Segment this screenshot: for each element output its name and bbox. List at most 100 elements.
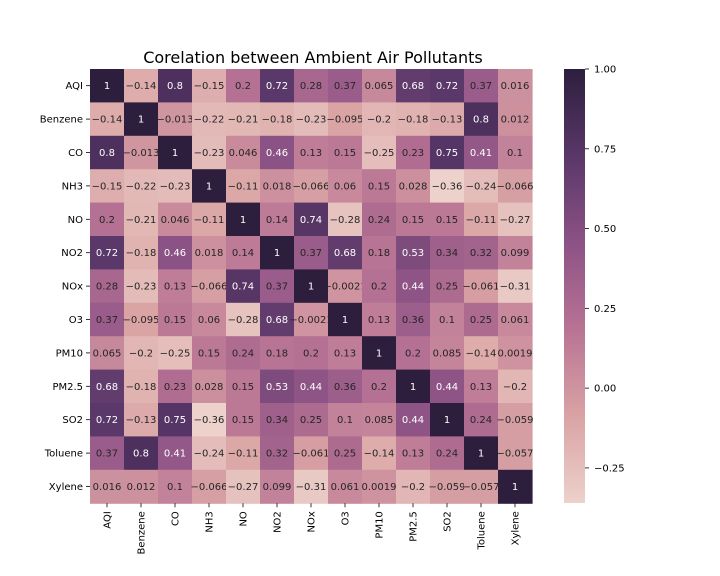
cell-value-label: 0.15 bbox=[232, 382, 254, 393]
cell-value-label: −0.25 bbox=[364, 148, 395, 159]
cell-value-label: 0.061 bbox=[331, 482, 360, 493]
heatmap-cell bbox=[396, 302, 431, 337]
cell-value-label: 1 bbox=[444, 415, 450, 426]
cell-value-label: 0.72 bbox=[96, 415, 118, 426]
cell-value-label: −0.0021 bbox=[289, 315, 332, 326]
cell-value-label: 0.012 bbox=[501, 115, 530, 126]
heatmap-cell bbox=[158, 202, 193, 237]
cell-value-label: −0.36 bbox=[432, 181, 463, 192]
heatmap-cell bbox=[464, 102, 499, 137]
cell-value-label: −0.23 bbox=[296, 115, 327, 126]
heatmap-cell bbox=[226, 169, 261, 204]
cell-value-label: −0.057 bbox=[496, 449, 533, 460]
heatmap-cell bbox=[294, 369, 329, 404]
heatmap-cell bbox=[90, 403, 125, 437]
x-tick-label: O3 bbox=[341, 511, 352, 525]
heatmap-cell bbox=[124, 135, 159, 170]
cell-value-label: 0.085 bbox=[433, 348, 462, 359]
heatmap-cell bbox=[498, 436, 533, 471]
heatmap-cell bbox=[498, 102, 533, 137]
y-tick-label: AQI bbox=[66, 81, 84, 92]
heatmap-cell bbox=[396, 135, 431, 170]
colorbar-tick-label: 0.00 bbox=[594, 384, 616, 395]
cell-value-label: −0.27 bbox=[500, 215, 531, 226]
cell-value-label: 0.099 bbox=[263, 482, 292, 493]
cell-value-label: −0.061 bbox=[462, 282, 499, 293]
heatmap-cell bbox=[396, 202, 431, 237]
heatmap-cell bbox=[226, 403, 261, 437]
heatmap-cell bbox=[430, 69, 465, 103]
cell-value-label: 0.15 bbox=[402, 215, 424, 226]
cell-value-label: −0.28 bbox=[228, 315, 259, 326]
heatmap-cell bbox=[430, 369, 465, 404]
heatmap-cell bbox=[260, 436, 295, 471]
heatmap-cell bbox=[396, 236, 431, 270]
cell-value-label: −0.14 bbox=[92, 115, 123, 126]
colorbar-tick-label: −0.25 bbox=[594, 463, 625, 474]
cell-value-label: −0.23 bbox=[160, 181, 191, 192]
heatmap-cell bbox=[362, 336, 397, 371]
y-tick-label: NH3 bbox=[62, 181, 83, 192]
heatmap-cell bbox=[192, 135, 227, 170]
heatmap-cell bbox=[294, 169, 329, 204]
cell-value-label: −0.061 bbox=[292, 449, 329, 460]
heatmap-cell bbox=[90, 302, 125, 337]
cell-value-label: 0.24 bbox=[232, 348, 254, 359]
cell-value-label: 0.25 bbox=[334, 449, 356, 460]
heatmap-cell bbox=[498, 302, 533, 337]
cell-value-label: 0.2 bbox=[235, 81, 251, 92]
cell-value-label: 0.15 bbox=[436, 215, 458, 226]
cell-value-label: −0.14 bbox=[364, 449, 395, 460]
heatmap-cell bbox=[158, 69, 193, 103]
cell-value-label: 0.53 bbox=[402, 248, 424, 259]
cell-value-label: 0.44 bbox=[402, 282, 424, 293]
cell-value-label: 0.37 bbox=[96, 315, 118, 326]
cell-value-label: 0.15 bbox=[164, 315, 186, 326]
cell-value-label: 0.41 bbox=[164, 449, 186, 460]
heatmap-cell bbox=[464, 269, 499, 304]
heatmap-cell bbox=[294, 102, 329, 137]
heatmap-cell bbox=[158, 102, 193, 137]
cell-value-label: 0.44 bbox=[402, 415, 424, 426]
cell-value-label: 0.06 bbox=[334, 181, 356, 192]
cell-value-label: 0.53 bbox=[266, 382, 288, 393]
cell-value-label: −0.11 bbox=[228, 449, 259, 460]
cell-value-label: −0.066 bbox=[190, 482, 227, 493]
cell-value-label: 0.13 bbox=[300, 148, 322, 159]
heatmap-cell bbox=[328, 469, 363, 504]
cell-value-label: 0.15 bbox=[368, 181, 390, 192]
heatmap-cell bbox=[464, 369, 499, 404]
cell-value-label: 0.0019 bbox=[362, 482, 397, 493]
cell-value-label: −0.066 bbox=[292, 181, 329, 192]
heatmap-cell bbox=[464, 135, 499, 170]
heatmap-cell bbox=[226, 135, 261, 170]
cell-value-label: 1 bbox=[376, 348, 382, 359]
cell-value-label: −0.066 bbox=[496, 181, 533, 192]
y-tick-label: Toluene bbox=[44, 449, 83, 460]
cell-value-label: −0.14 bbox=[126, 81, 157, 92]
cell-value-label: −0.013 bbox=[156, 115, 193, 126]
cell-value-label: 1 bbox=[410, 382, 416, 393]
cell-value-label: 0.2 bbox=[99, 215, 115, 226]
cell-value-label: 0.8 bbox=[473, 115, 489, 126]
cell-value-label: −0.31 bbox=[500, 282, 531, 293]
cell-value-label: 0.15 bbox=[232, 415, 254, 426]
cell-value-label: 1 bbox=[172, 148, 178, 159]
cell-value-label: 0.046 bbox=[229, 148, 258, 159]
heatmap-cell bbox=[226, 369, 261, 404]
heatmap-cell bbox=[124, 369, 159, 404]
cell-value-label: −0.31 bbox=[296, 482, 327, 493]
cell-value-label: 0.44 bbox=[300, 382, 322, 393]
cell-value-label: 0.8 bbox=[167, 81, 183, 92]
cell-value-label: −0.059 bbox=[496, 415, 533, 426]
heatmap-cell bbox=[260, 269, 295, 304]
heatmap-cell bbox=[226, 236, 261, 270]
heatmap-cell bbox=[294, 403, 329, 437]
x-tick-label: NOx bbox=[307, 511, 318, 532]
heatmap-cell bbox=[498, 269, 533, 304]
heatmap-cell bbox=[226, 302, 261, 337]
heatmap-cell bbox=[158, 169, 193, 204]
heatmap-cell bbox=[158, 469, 193, 504]
x-tick-label: Xylene bbox=[511, 511, 522, 545]
cell-value-label: 0.085 bbox=[365, 415, 394, 426]
